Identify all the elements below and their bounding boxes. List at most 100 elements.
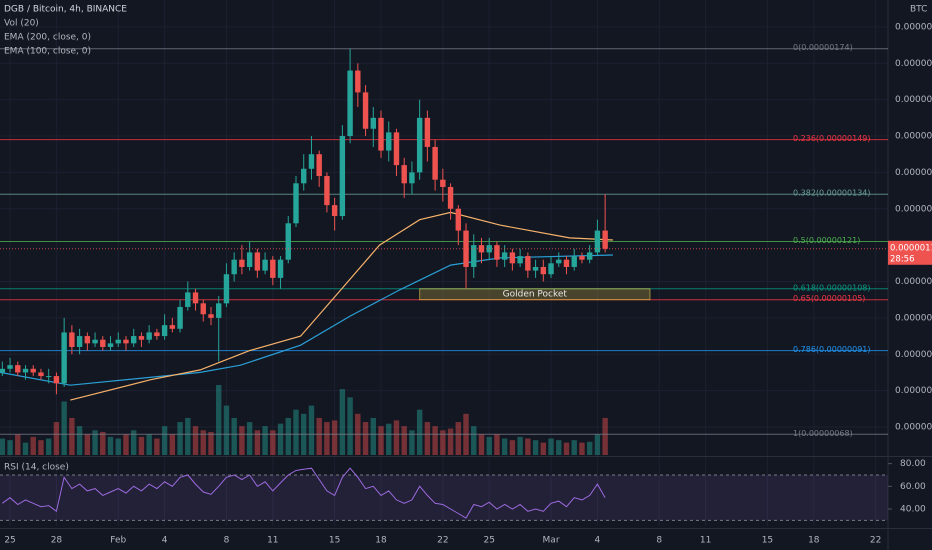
y-tick-label: 0.00000100 — [895, 313, 932, 323]
ema-legend: EMA (100, close, 0) — [4, 47, 91, 57]
volume-bar — [471, 426, 477, 455]
candle-body — [478, 245, 485, 253]
volume-bar — [84, 434, 91, 455]
volume-bar — [455, 422, 461, 455]
candle-body — [115, 339, 121, 344]
volume-bar — [486, 436, 492, 455]
candle-body — [393, 132, 400, 166]
volume-bar — [76, 426, 83, 455]
fib-label: 0(0.00000174) — [793, 43, 853, 52]
rsi-band — [0, 475, 888, 521]
candle-body — [463, 230, 469, 267]
volume-bar — [161, 426, 168, 455]
candle-body — [532, 266, 539, 271]
candle-body — [216, 303, 222, 318]
x-tick-label: 22 — [437, 536, 448, 546]
volume-bar — [501, 438, 508, 455]
candle-body — [254, 252, 261, 271]
volume-bar — [223, 405, 230, 455]
volume-bar — [254, 430, 261, 455]
candle-body — [231, 259, 237, 275]
volume-bar — [22, 442, 29, 455]
volume-legend: Vol (20) — [4, 19, 39, 29]
y-tick-label: 0.00000170 — [895, 59, 932, 69]
candle-body — [107, 343, 114, 347]
volume-bar — [563, 442, 570, 455]
candle-body — [84, 336, 91, 344]
volume-bar — [15, 434, 21, 455]
x-tick-label: Mar — [543, 536, 560, 546]
candle-body — [154, 332, 160, 337]
volume-bar — [540, 442, 547, 455]
x-tick-label: 25 — [4, 536, 15, 546]
fib-label: 1(0.00000068) — [793, 429, 853, 438]
candle-body — [563, 259, 570, 267]
candle-body — [471, 245, 477, 267]
x-tick-label: 18 — [808, 536, 820, 546]
last-price-label: 0.00000119 — [890, 243, 932, 253]
volume-bar — [285, 417, 291, 455]
candle-body — [324, 176, 330, 206]
rsi-tick-label: 40.00 — [900, 505, 926, 515]
volume-bar — [370, 417, 376, 455]
volume-bar — [61, 401, 67, 455]
candle-body — [208, 314, 214, 318]
rsi-tick-label: 60.00 — [900, 482, 926, 492]
volume-bar — [177, 422, 183, 455]
volume-bar — [277, 423, 284, 455]
x-tick-label: 25 — [483, 536, 494, 546]
x-tick-label: 15 — [762, 536, 773, 546]
candle-body — [517, 256, 523, 264]
volume-bar — [169, 434, 176, 455]
volume-bar — [532, 440, 539, 455]
candle-body — [378, 117, 384, 151]
candle-body — [131, 336, 137, 344]
volume-bar — [216, 385, 222, 455]
y-tick-label: 0.00000130 — [895, 204, 932, 214]
fib-label: 0.236(0.00000149) — [793, 134, 871, 143]
rsi-line — [2, 467, 606, 519]
candle-body — [308, 154, 315, 169]
volume-bar — [30, 436, 36, 455]
volume-bar — [509, 440, 516, 455]
candle-body — [571, 256, 577, 267]
volume-bar — [200, 430, 206, 455]
candle-body — [301, 168, 307, 184]
candle-body — [7, 365, 13, 369]
volume-bar — [494, 434, 500, 455]
y-tick-label: 0.00000160 — [895, 95, 932, 105]
candle-body — [92, 339, 98, 344]
volume-bar — [293, 409, 299, 455]
y-tick-label: 0.00000070 — [895, 422, 932, 432]
volume-bar — [45, 438, 52, 455]
candle-body — [339, 136, 346, 217]
volume-bar — [517, 436, 523, 455]
volume-bar — [447, 428, 454, 455]
volume-bar — [123, 434, 129, 455]
x-tick-label: 11 — [700, 536, 711, 546]
x-tick-label: 8 — [656, 536, 662, 546]
volume-bar — [262, 426, 268, 455]
volume-bar — [239, 426, 245, 455]
y-tick-label: 0.00000140 — [895, 168, 932, 178]
volume-bar — [192, 426, 199, 455]
candle-body — [61, 332, 67, 384]
candle-body — [501, 252, 508, 260]
volume-bar — [548, 438, 554, 455]
rsi-tick-label: 80.00 — [900, 459, 926, 469]
volume-bar — [594, 434, 601, 455]
fib-label: 0.618(0.00000108) — [793, 283, 871, 292]
candle-body — [146, 332, 152, 340]
volume-bar — [432, 426, 438, 455]
ema-line — [70, 211, 613, 401]
candle-body — [594, 230, 601, 253]
volume-bar — [208, 431, 214, 455]
y-tick-label: 0.00000150 — [895, 132, 932, 142]
candle-body — [185, 292, 191, 307]
volume-bar — [316, 417, 322, 455]
volume-bar — [409, 430, 415, 455]
volume-bar — [571, 440, 577, 455]
volume-bar — [378, 426, 384, 455]
candle-body — [246, 252, 253, 267]
candle-body — [262, 259, 268, 271]
